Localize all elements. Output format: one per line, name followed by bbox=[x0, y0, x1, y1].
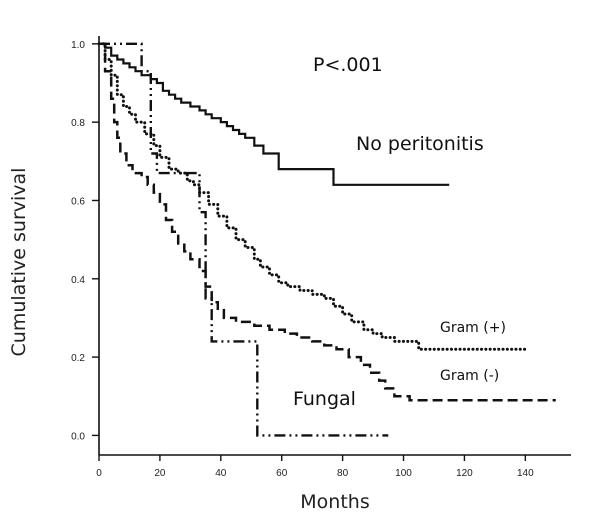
series-label-fungal: Fungal bbox=[293, 388, 356, 410]
series-label-gram-negative: Gram (-) bbox=[440, 368, 499, 384]
survival-curves bbox=[97, 42, 556, 437]
y-tick-label: 0.8 bbox=[71, 118, 85, 129]
x-tick-label: 0 bbox=[96, 468, 102, 479]
series-line-gram bbox=[99, 42, 556, 402]
p-value-annotation: P<.001 bbox=[313, 54, 383, 76]
series-label-no-peritonitis: No peritonitis bbox=[356, 133, 484, 155]
x-tick-label: 140 bbox=[517, 468, 534, 479]
x-tick-label: 100 bbox=[395, 468, 412, 479]
x-tick-label: 120 bbox=[456, 468, 473, 479]
x-tick-label: 40 bbox=[215, 468, 227, 479]
series-line-fungal bbox=[99, 42, 389, 437]
axis-ticks: 0.0 0.2 0.4 0.6 0.8 1.0 0 20 40 60 80 100 120 140 bbox=[71, 40, 534, 479]
y-tick-label: 0.0 bbox=[71, 431, 85, 442]
y-tick-label: 0.2 bbox=[71, 353, 85, 364]
y-tick-label: 0.4 bbox=[71, 275, 85, 286]
x-tick-label: 20 bbox=[154, 468, 166, 479]
x-axis-title: Months bbox=[300, 491, 369, 513]
y-tick-label: 1.0 bbox=[71, 40, 85, 51]
y-tick-label: 0.6 bbox=[71, 196, 85, 207]
y-axis-title: Cumulative survival bbox=[8, 168, 30, 357]
series-line-no-peritonitis bbox=[99, 42, 450, 186]
x-tick-label: 80 bbox=[337, 468, 349, 479]
series-label-gram-positive: Gram (+) bbox=[440, 320, 506, 336]
series-line-gram bbox=[97, 42, 530, 351]
x-tick-label: 60 bbox=[276, 468, 288, 479]
